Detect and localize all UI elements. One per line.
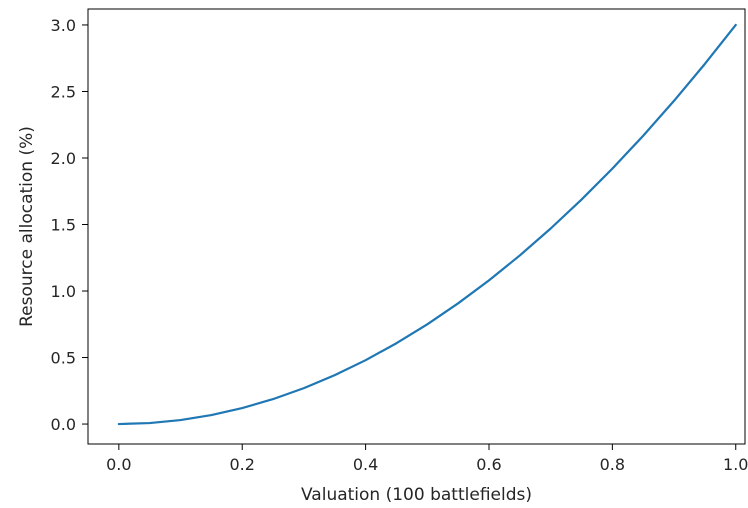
x-axis-label: Valuation (100 battlefields) (301, 485, 532, 505)
x-tick-label: 0.0 (106, 455, 131, 474)
x-tick-label: 0.8 (600, 455, 625, 474)
y-axis-label: Resource allocation (%) (17, 126, 37, 327)
tick-marks (82, 24, 737, 450)
plot-area (117, 23, 737, 426)
x-tick-label: 0.2 (229, 455, 254, 474)
axes-frame (87, 8, 746, 445)
y-tick-label: 1.0 (51, 282, 76, 301)
tick-labels: 0.0 0.2 0.4 0.6 0.8 1.0 0.0 0.5 1.0 1.5 2.0 2.5 3.0 (51, 16, 748, 474)
y-tick-label: 2.0 (51, 149, 76, 168)
x-tick-label: 1.0 (723, 455, 748, 474)
y-tick-label: 2.5 (51, 82, 76, 101)
series-line-0 (117, 23, 737, 426)
y-tick-label: 3.0 (51, 16, 76, 35)
y-tick-label: 0.0 (51, 415, 76, 434)
y-tick-label: 0.5 (51, 349, 76, 368)
y-tick-label: 1.5 (51, 216, 76, 235)
x-tick-label: 0.4 (353, 455, 378, 474)
x-tick-label: 0.6 (476, 455, 501, 474)
